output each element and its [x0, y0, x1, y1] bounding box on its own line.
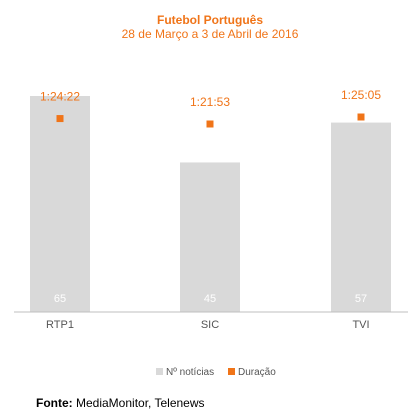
bar-value-tvi: 57 — [355, 293, 367, 305]
legend-swatch-duracao — [228, 368, 235, 375]
duration-label-rtp1: 1:24:22 — [40, 90, 80, 104]
category-label-rtp1: RTP1 — [46, 319, 74, 331]
bar-value-sic: 45 — [204, 293, 216, 305]
legend: Nº notícias Duração — [156, 367, 276, 378]
bar-tvi — [331, 122, 391, 312]
legend-swatch-noticias — [156, 368, 163, 375]
duration-label-sic: 1:21:53 — [190, 95, 230, 109]
bar-value-rtp1: 65 — [54, 293, 66, 305]
labels-layer: 65 1:24:22 RTP1 45 1:21:53 SIC 57 1:25:05 TVI — [40, 88, 381, 331]
chart-subtitle: 28 de Março a 3 de Abril de 2016 — [122, 27, 299, 41]
duration-marker-rtp1 — [56, 115, 64, 123]
legend-label-duracao: Duração — [238, 367, 276, 378]
duration-marker-sic — [206, 120, 214, 128]
chart-title: Futebol Português — [157, 13, 263, 27]
source-note: Fonte: MediaMonitor, Telenews — [36, 396, 205, 410]
duration-marker-tvi — [357, 113, 365, 121]
bar-rtp1 — [30, 96, 90, 312]
source-label: Fonte: — [36, 396, 73, 410]
bars-layer — [30, 96, 391, 312]
legend-label-noticias: Nº notícias — [166, 367, 214, 378]
duration-label-tvi: 1:25:05 — [341, 88, 381, 102]
category-label-tvi: TVI — [352, 319, 369, 331]
source-text: MediaMonitor, Telenews — [76, 396, 205, 410]
category-label-sic: SIC — [201, 319, 219, 331]
bar-sic — [180, 162, 240, 312]
